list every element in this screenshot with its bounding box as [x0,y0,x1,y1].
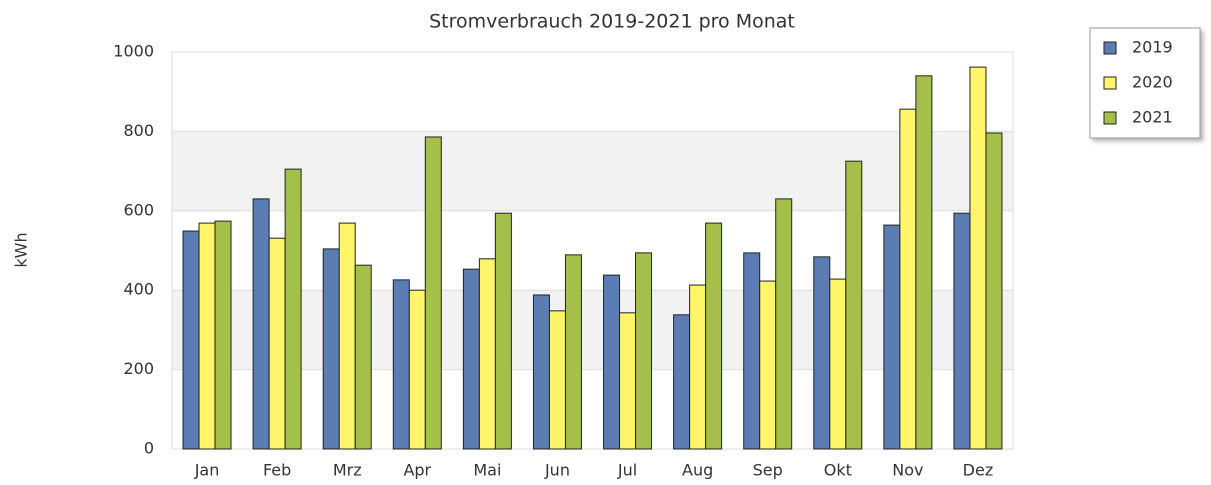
bar [198,222,216,450]
x-tick-label: Dez [963,461,994,480]
bar [953,212,971,450]
bar [969,66,987,450]
bar [338,222,356,450]
bar [759,280,777,450]
bar [985,132,1003,450]
bar [392,279,410,450]
chart-title: Stromverbrauch 2019-2021 pro Monat [429,11,795,33]
grid-band [172,290,1013,370]
legend-swatch [1103,41,1117,55]
bar [268,237,286,450]
bar [478,258,496,450]
bar [915,75,933,450]
legend-label: 2020 [1132,73,1173,92]
bar [408,289,426,450]
legend-swatch [1103,76,1117,90]
plot-area [172,52,1013,449]
bar [813,256,831,450]
bar [532,294,550,450]
plot-border [171,51,1014,450]
bar [564,254,582,450]
y-tick-label: 0 [144,439,154,458]
x-tick-label: Feb [263,461,291,480]
bar [775,198,793,450]
bar [899,108,917,450]
bar [829,278,847,450]
bar [284,168,302,450]
x-tick-label: Apr [403,461,431,480]
x-tick-label: Aug [682,461,713,480]
bar [214,220,232,450]
bar [635,252,653,450]
bar [845,160,863,450]
bar [424,136,442,450]
x-tick-label: Nov [892,461,923,480]
x-tick-label: Jan [194,461,220,480]
legend-swatch [1103,111,1117,125]
x-tick-label: Sep [753,461,783,480]
x-tick-label: Okt [824,461,852,480]
bar [322,248,340,450]
x-tick-label: Mai [473,461,501,480]
bar [689,284,707,450]
bar [354,264,372,450]
bar [619,312,637,450]
bar [743,252,761,450]
legend-label: 2019 [1132,38,1173,57]
bar [603,274,621,450]
x-tick-label: Jul [617,461,637,480]
bar [182,230,200,450]
bar [883,224,901,450]
y-tick-label: 400 [123,280,154,299]
grid-band [172,131,1013,211]
legend-label: 2021 [1132,108,1173,127]
x-tick-label: Jun [544,461,570,480]
bar [548,310,566,450]
y-tick-label: 600 [123,200,154,219]
bar [705,222,723,450]
bar [673,314,691,450]
y-tick-label: 200 [123,359,154,378]
y-tick-label: 1000 [113,42,154,61]
bar [462,268,480,450]
y-axis-label: kWh [12,232,31,267]
y-tick-label: 800 [123,121,154,140]
bar [252,198,270,450]
x-tick-label: Mrz [333,461,362,480]
bar [494,212,512,450]
